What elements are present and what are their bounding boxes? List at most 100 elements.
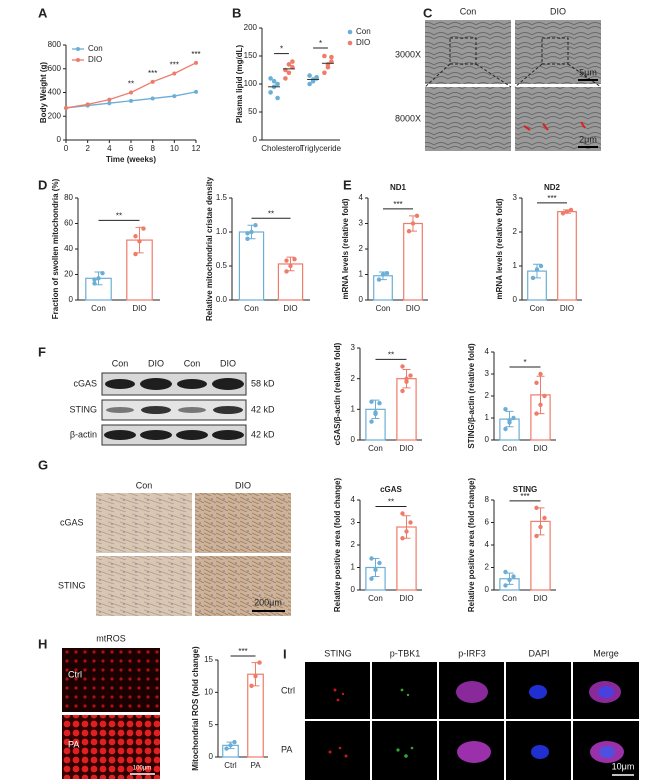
point <box>129 90 133 95</box>
legend-marker <box>76 47 80 51</box>
point <box>290 64 295 70</box>
size-label: 58 kD <box>251 378 275 388</box>
em-image <box>515 20 601 84</box>
y-tick-label: 0.5 <box>216 261 228 270</box>
x-tick-label: Con <box>244 304 259 313</box>
y-tick-label: 8 <box>485 495 490 504</box>
point <box>380 272 386 277</box>
point <box>172 71 177 76</box>
x-tick-label: DIO <box>560 304 574 313</box>
column-label: p-IRF3 <box>458 648 486 658</box>
lane-label: DIO <box>220 358 236 368</box>
lane-label: Con <box>184 358 201 368</box>
column-label: Con <box>136 480 153 490</box>
bar <box>238 231 265 301</box>
y-tick-label: 2 <box>485 391 490 400</box>
point <box>507 418 512 423</box>
y-tick-label: 20 <box>64 270 73 279</box>
column-label: p-TBK1 <box>390 648 421 658</box>
significance: *** <box>547 194 556 203</box>
y-tick-label: 3 <box>485 369 490 378</box>
y-tick-label: 800 <box>48 40 62 49</box>
y-tick-label: 2 <box>351 374 356 383</box>
point <box>275 81 280 87</box>
panel-letter: A <box>38 5 48 20</box>
legend-label: DIO <box>88 55 102 64</box>
size-label: 42 kD <box>251 429 275 439</box>
y-tick-label: 4 <box>351 495 356 504</box>
column-label: DIO <box>550 6 566 16</box>
row-label: Ctrl <box>281 685 295 695</box>
point <box>542 515 547 521</box>
y-axis-label: Relative positive area (fold change) <box>333 478 342 613</box>
x-tick-label: Con <box>376 304 391 313</box>
point <box>194 89 198 94</box>
y-axis-label: Relative mitochondrial cristae density <box>205 176 214 321</box>
x-tick-label: 6 <box>129 144 134 153</box>
y-tick-label: 0 <box>57 135 62 144</box>
y-tick-label: 200 <box>48 111 62 120</box>
point <box>257 660 262 665</box>
point <box>224 746 229 751</box>
x-tick-label: DIO <box>283 304 297 313</box>
y-tick-label: 3 <box>359 219 364 228</box>
ihc-image <box>96 493 192 553</box>
legend-marker <box>76 58 80 62</box>
point <box>249 229 254 235</box>
point <box>377 560 382 566</box>
y-tick-label: 2 <box>485 563 490 572</box>
point <box>329 54 334 60</box>
point <box>137 239 142 244</box>
point <box>538 263 544 269</box>
em-image <box>515 87 601 151</box>
y-axis-label: Fraction of swollen mitochondria (%) <box>51 178 60 319</box>
y-axis-label: mRNA levels (relative fold) <box>495 198 504 299</box>
y-tick-label: 6 <box>485 518 490 527</box>
y-axis-label: cGAS/β-actin (relative fold) <box>333 342 342 445</box>
point <box>85 102 90 107</box>
point <box>410 221 416 226</box>
panel-letters: A B C D E F G H I <box>38 5 433 661</box>
point <box>534 267 540 272</box>
fluorescence-panel: STING p-TBK1 p-IRF3 DAPI Merge Ctrl PA 1… <box>281 648 639 780</box>
y-axis-label: mRNA levels (relative fold) <box>341 198 350 299</box>
y-tick-label: 0 <box>253 135 258 144</box>
em-image <box>425 87 511 151</box>
point <box>400 388 405 394</box>
y-tick-label: 1 <box>513 261 518 270</box>
scale-label: 10μm <box>612 761 635 771</box>
chart-title: cGAS <box>380 485 402 494</box>
blot-panel: Con DIO Con DIO cGAS STING β-actin 58 kD… <box>69 358 275 446</box>
y-tick-label: 10 <box>204 687 213 696</box>
point <box>384 271 390 276</box>
point <box>64 105 68 110</box>
y-tick-label: 50 <box>248 107 257 116</box>
panel-letter: E <box>343 177 352 192</box>
y-tick-label: 3 <box>351 518 356 527</box>
y-axis-label: Relative positive area (fold change) <box>467 478 476 613</box>
panel-letter: I <box>283 646 287 661</box>
y-tick-label: 4 <box>485 540 490 549</box>
x-axis-label: Time (weeks) <box>106 155 156 164</box>
point <box>150 79 155 84</box>
protein-label: cGAS <box>73 378 97 388</box>
y-tick-label: 3 <box>351 343 356 352</box>
y-tick-label: 100 <box>244 79 258 88</box>
y-axis-label: STING/β-actin (relative fold) <box>467 343 476 449</box>
point <box>283 76 288 81</box>
x-tick-label: Ctrl <box>224 761 237 770</box>
point <box>538 371 543 377</box>
point <box>534 411 539 416</box>
column-label: STING <box>324 648 352 658</box>
point <box>253 223 258 228</box>
y-tick-label: 2 <box>513 227 518 236</box>
significance: * <box>523 358 526 367</box>
y-tick-label: 4 <box>485 347 490 356</box>
y-tick-label: 2 <box>351 540 356 549</box>
point <box>172 94 177 99</box>
point <box>503 407 508 412</box>
y-tick-label: 5 <box>209 720 214 729</box>
point <box>534 533 539 539</box>
ros-image <box>62 715 160 779</box>
point <box>307 73 312 78</box>
